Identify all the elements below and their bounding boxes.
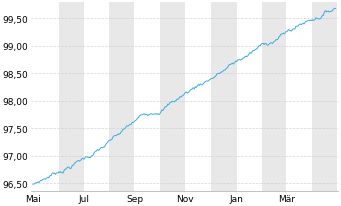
Bar	[211, 3, 237, 192]
Bar	[109, 3, 134, 192]
Bar	[262, 3, 286, 192]
Bar	[312, 3, 337, 192]
Bar	[160, 3, 185, 192]
Bar	[59, 3, 84, 192]
